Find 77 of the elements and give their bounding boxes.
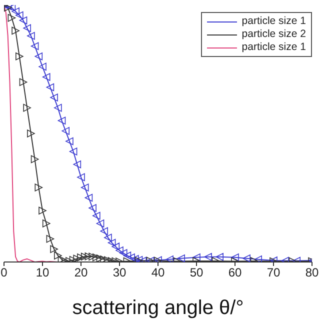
legend-label: particle size 1 bbox=[242, 15, 306, 28]
point bbox=[12, 26, 20, 35]
point bbox=[100, 256, 108, 262]
point bbox=[23, 104, 31, 112]
point bbox=[73, 160, 82, 168]
x-tick-label: 20 bbox=[74, 266, 88, 280]
point bbox=[254, 256, 262, 262]
point bbox=[77, 253, 85, 262]
point bbox=[242, 254, 250, 262]
legend-label: particle size 2 bbox=[242, 28, 306, 41]
legend-label: particle size 1 bbox=[242, 41, 306, 54]
point bbox=[177, 254, 185, 262]
point bbox=[73, 254, 82, 262]
point bbox=[116, 246, 124, 254]
point bbox=[46, 234, 54, 243]
point bbox=[19, 16, 28, 24]
point bbox=[131, 255, 139, 262]
point bbox=[84, 252, 93, 260]
point bbox=[69, 148, 78, 156]
point bbox=[216, 252, 224, 261]
point bbox=[50, 245, 58, 254]
x-tick-label: 50 bbox=[190, 266, 204, 280]
point bbox=[30, 155, 39, 164]
point bbox=[34, 184, 43, 192]
point bbox=[54, 252, 62, 260]
x-tick-label: 80 bbox=[305, 266, 319, 280]
point bbox=[119, 249, 128, 257]
point bbox=[62, 127, 70, 135]
point bbox=[50, 94, 58, 102]
point bbox=[104, 234, 112, 242]
point bbox=[77, 173, 85, 182]
point bbox=[16, 11, 24, 20]
point bbox=[16, 52, 24, 60]
point bbox=[127, 253, 135, 262]
point bbox=[104, 256, 112, 262]
point bbox=[92, 212, 100, 220]
point bbox=[46, 83, 54, 92]
point bbox=[38, 206, 46, 214]
point bbox=[30, 42, 39, 50]
point bbox=[27, 130, 35, 138]
point bbox=[92, 253, 100, 262]
x-tick-label: 0 bbox=[0, 266, 8, 280]
point bbox=[96, 254, 104, 262]
point bbox=[84, 194, 93, 202]
point bbox=[66, 137, 74, 146]
point bbox=[166, 256, 174, 262]
point bbox=[88, 252, 96, 261]
x-axis-title: scattering angle θ/° bbox=[72, 297, 244, 319]
point bbox=[108, 238, 116, 247]
point bbox=[54, 104, 62, 112]
point bbox=[58, 116, 66, 125]
point bbox=[69, 256, 78, 262]
x-tick-label: 60 bbox=[228, 266, 242, 280]
point bbox=[23, 24, 31, 32]
point bbox=[231, 253, 239, 262]
x-tick-label: 70 bbox=[266, 266, 280, 280]
point bbox=[204, 252, 212, 261]
point bbox=[58, 256, 66, 262]
point bbox=[19, 78, 28, 86]
point bbox=[100, 227, 108, 236]
point bbox=[34, 52, 43, 60]
point bbox=[8, 14, 16, 22]
point bbox=[88, 204, 96, 212]
x-tick-label: 30 bbox=[112, 266, 126, 280]
point bbox=[123, 252, 132, 260]
x-tick-label: 10 bbox=[36, 266, 50, 280]
point bbox=[27, 32, 35, 40]
point bbox=[38, 62, 46, 71]
x-tick-label: 40 bbox=[151, 266, 165, 280]
point bbox=[80, 252, 89, 261]
point bbox=[96, 220, 104, 228]
point bbox=[80, 184, 89, 192]
point bbox=[42, 73, 50, 81]
point bbox=[8, 5, 16, 12]
point bbox=[112, 242, 120, 250]
point bbox=[12, 8, 20, 16]
point bbox=[42, 220, 50, 228]
